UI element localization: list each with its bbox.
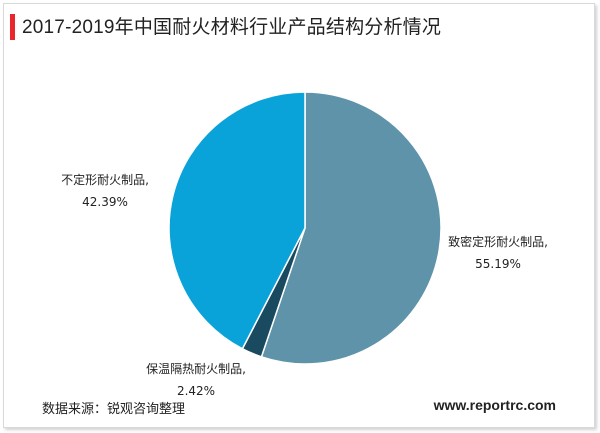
data-source: 数据来源：锐观咨询整理 — [42, 402, 186, 417]
pie-slice — [260, 91, 442, 365]
slice-label-value: 2.42% — [177, 384, 215, 398]
slice-label-name: 不定形耐火制品, — [61, 172, 149, 187]
pie-slice — [168, 91, 306, 350]
slice-label-name: 保温隔热耐火制品, — [146, 362, 246, 376]
slice-label-name: 致密定形耐火制品, — [448, 234, 548, 249]
website: www.reportrc.com — [433, 397, 556, 413]
slice-label-value: 42.39% — [82, 195, 128, 209]
chart-title: 2017-2019年中国耐火材料行业产品结构分析情况 — [22, 17, 442, 38]
title-accent-bar — [10, 14, 15, 40]
slice-label-value: 55.19% — [475, 257, 521, 271]
